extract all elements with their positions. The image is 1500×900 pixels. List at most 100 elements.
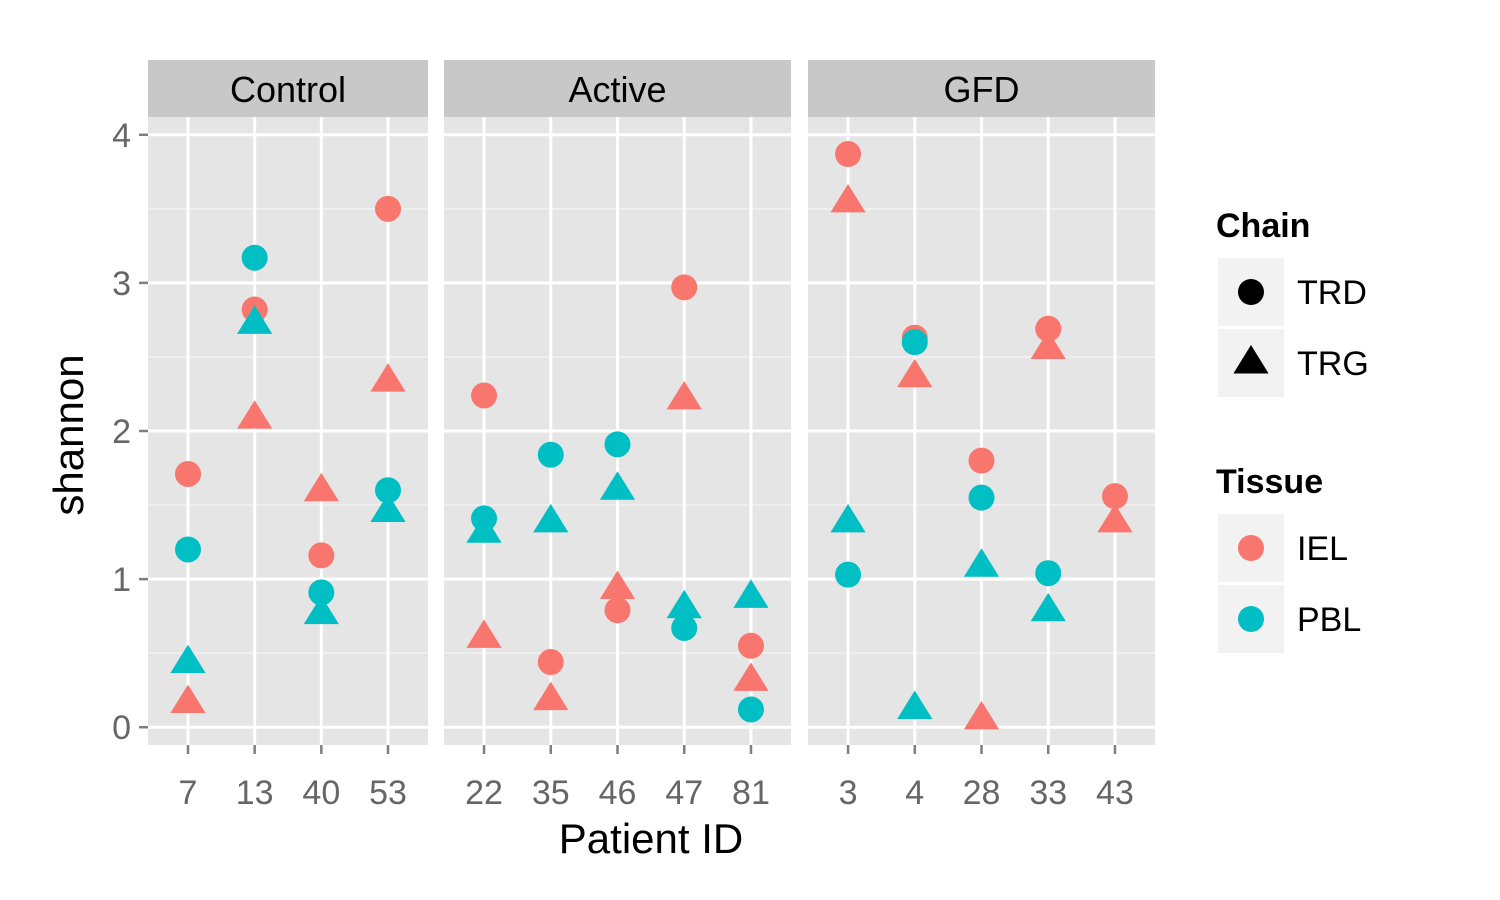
data-point-control-53-iel-trd bbox=[375, 195, 401, 222]
data-point-gfd-33-iel-trg bbox=[1030, 330, 1066, 360]
data-point-gfd-3-iel-trd bbox=[835, 141, 862, 168]
legend-label: TRD bbox=[1297, 274, 1367, 312]
data-point-active-35-iel-trd bbox=[537, 649, 564, 676]
data-point-gfd-43-iel-trd bbox=[1101, 483, 1128, 510]
y-tick-label: 0 bbox=[112, 709, 131, 747]
data-point-control-53-iel-trg bbox=[370, 363, 406, 392]
x-tick-label: 46 bbox=[599, 774, 637, 812]
facet-label: GFD bbox=[944, 69, 1020, 110]
x-tick-label: 4 bbox=[905, 774, 924, 812]
data-point-active-81-pbl-trd bbox=[737, 696, 764, 723]
data-point-active-46-iel-trd bbox=[604, 597, 631, 624]
data-point-active-22-pbl-trg bbox=[466, 514, 502, 543]
facet-strip bbox=[148, 60, 428, 117]
data-point-gfd-3-pbl-trd bbox=[835, 561, 862, 588]
y-tick-label: 3 bbox=[112, 265, 131, 303]
data-points bbox=[830, 141, 1133, 730]
data-point-control-7-iel-trg bbox=[170, 684, 206, 714]
data-point-gfd-28-iel-trd bbox=[968, 447, 995, 474]
data-points bbox=[170, 195, 406, 714]
data-point-active-35-iel-trg bbox=[533, 681, 569, 711]
data-point-gfd-43-iel-trg bbox=[1097, 503, 1133, 533]
data-point-active-22-iel-trd bbox=[471, 382, 498, 409]
data-point-active-46-iel-trg bbox=[599, 570, 636, 599]
data-point-gfd-28-iel-trg bbox=[963, 700, 1000, 730]
facet-strip bbox=[808, 60, 1155, 117]
legend-chain: Chain TRD TRG bbox=[1216, 207, 1369, 399]
data-point-control-40-iel-trg bbox=[303, 472, 339, 502]
data-point-control-40-pbl-trd bbox=[308, 579, 335, 606]
x-tick-label: 22 bbox=[465, 774, 503, 812]
data-point-gfd-4-pbl-trd bbox=[901, 329, 928, 356]
legend-label: IEL bbox=[1297, 530, 1348, 568]
data-point-active-47-iel-trg bbox=[666, 380, 702, 410]
data-point-active-35-pbl-trg bbox=[533, 503, 569, 533]
x-tick-label: 13 bbox=[236, 774, 274, 812]
facet-label: Active bbox=[568, 69, 666, 110]
data-point-active-22-iel-trg bbox=[466, 619, 502, 648]
panel-active: Active 22 35 46 47 81 bbox=[444, 60, 791, 812]
x-tick-label: 3 bbox=[839, 774, 858, 812]
data-point-gfd-4-pbl-trg bbox=[897, 690, 933, 719]
data-point-gfd-4-iel-trg bbox=[897, 358, 933, 388]
x-axis-title: Patient ID bbox=[559, 815, 743, 862]
data-point-gfd-33-pbl-trd bbox=[1035, 560, 1062, 587]
legend-title: Tissue bbox=[1216, 463, 1323, 501]
data-point-gfd-3-pbl-trg bbox=[830, 503, 866, 533]
x-tick-label: 35 bbox=[532, 774, 570, 812]
legend-key bbox=[1216, 583, 1286, 655]
data-point-control-7-pbl-trg bbox=[170, 644, 206, 674]
data-point-control-7-pbl-trd bbox=[175, 536, 201, 563]
legend-label: TRG bbox=[1297, 345, 1369, 383]
legend-title: Chain bbox=[1216, 207, 1310, 245]
x-tick-label: 28 bbox=[963, 774, 1001, 812]
legend-tissue: Tissue IEL PBL bbox=[1216, 463, 1361, 655]
legend-symbol-trg bbox=[1233, 345, 1269, 374]
y-tick-label: 4 bbox=[112, 117, 131, 155]
data-point-control-13-iel-trg bbox=[237, 400, 273, 429]
data-point-gfd-3-iel-trg bbox=[830, 183, 866, 213]
data-point-control-40-pbl-trg bbox=[303, 595, 339, 625]
data-points bbox=[466, 274, 769, 723]
data-point-control-53-pbl-trg bbox=[370, 493, 406, 522]
legend: Chain TRD TRG Tissue IEL PBL bbox=[1216, 207, 1369, 655]
y-tick-label: 2 bbox=[112, 413, 131, 451]
data-point-gfd-33-pbl-trg bbox=[1030, 592, 1066, 622]
data-point-active-46-pbl-trg bbox=[599, 471, 636, 500]
y-axis-title: shannon bbox=[45, 354, 92, 515]
data-point-control-53-pbl-trd bbox=[375, 477, 401, 504]
data-point-active-81-iel-trd bbox=[737, 632, 764, 659]
facet-label: Control bbox=[230, 69, 346, 110]
y-axis: 0 1 2 3 4 bbox=[112, 117, 148, 747]
x-tick-label: 81 bbox=[732, 774, 770, 812]
data-point-control-13-pbl-trd bbox=[241, 244, 268, 271]
x-tick-label: 40 bbox=[302, 774, 340, 812]
facet-strip bbox=[444, 60, 791, 117]
data-point-active-46-pbl-trd bbox=[604, 431, 631, 458]
legend-label: PBL bbox=[1297, 601, 1361, 639]
data-point-control-7-iel-trd bbox=[175, 460, 201, 487]
data-point-control-13-pbl-trg bbox=[237, 305, 273, 334]
panel-control: Control 7 13 40 53 bbox=[148, 60, 428, 812]
data-point-active-81-iel-trg bbox=[733, 662, 769, 691]
x-tick-label: 47 bbox=[665, 774, 703, 812]
x-tick-label: 53 bbox=[369, 774, 407, 812]
data-point-gfd-33-iel-trd bbox=[1035, 315, 1062, 342]
data-point-active-47-iel-trd bbox=[671, 274, 698, 301]
x-tick-label: 7 bbox=[179, 774, 198, 812]
x-tick-label: 33 bbox=[1029, 774, 1067, 812]
data-point-control-40-iel-trd bbox=[308, 542, 335, 569]
data-point-active-47-pbl-trd bbox=[671, 614, 698, 641]
data-point-gfd-28-pbl-trg bbox=[963, 548, 1000, 577]
legend-symbol-trd bbox=[1238, 279, 1264, 305]
legend-symbol-pbl bbox=[1238, 606, 1264, 632]
x-tick-label: 43 bbox=[1096, 774, 1134, 812]
data-point-gfd-28-pbl-trd bbox=[968, 484, 995, 511]
legend-symbol-iel bbox=[1238, 535, 1264, 561]
panels: Control 7 13 40 53 Active 22 35 46 47 81 GFD 3 4 28 33 4… bbox=[148, 60, 1155, 812]
data-point-active-81-pbl-trg bbox=[733, 579, 769, 608]
data-point-active-35-pbl-trd bbox=[537, 441, 564, 468]
axis-titles: Patient ID shannon bbox=[45, 354, 743, 862]
panel-gfd: GFD 3 4 28 33 43 bbox=[808, 60, 1155, 812]
